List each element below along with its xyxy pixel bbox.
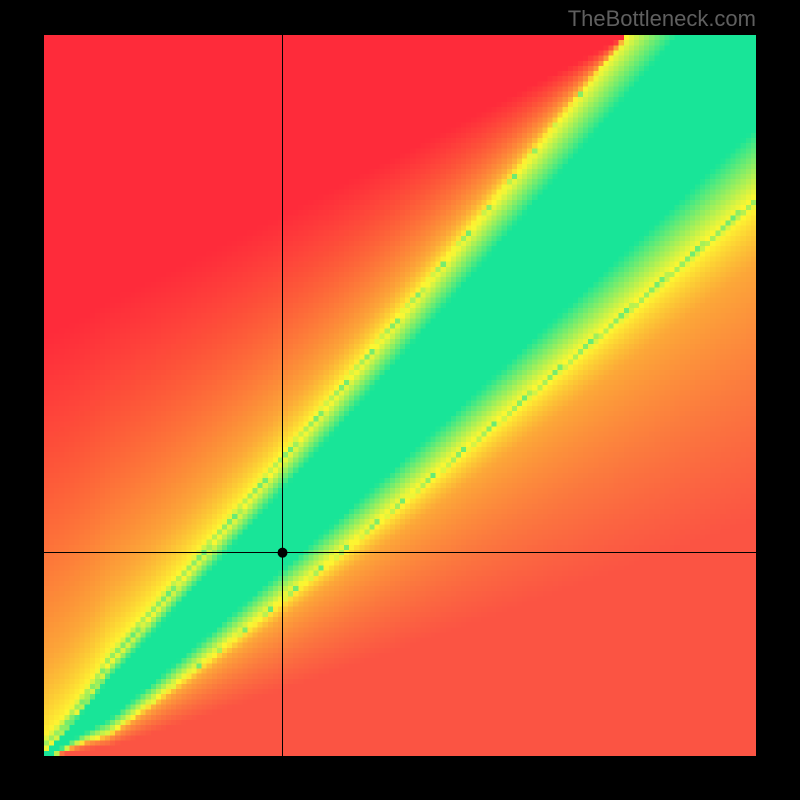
watermark-text: TheBottleneck.com (568, 6, 756, 32)
chart-container: TheBottleneck.com (0, 0, 800, 800)
bottleneck-heatmap (44, 35, 756, 756)
